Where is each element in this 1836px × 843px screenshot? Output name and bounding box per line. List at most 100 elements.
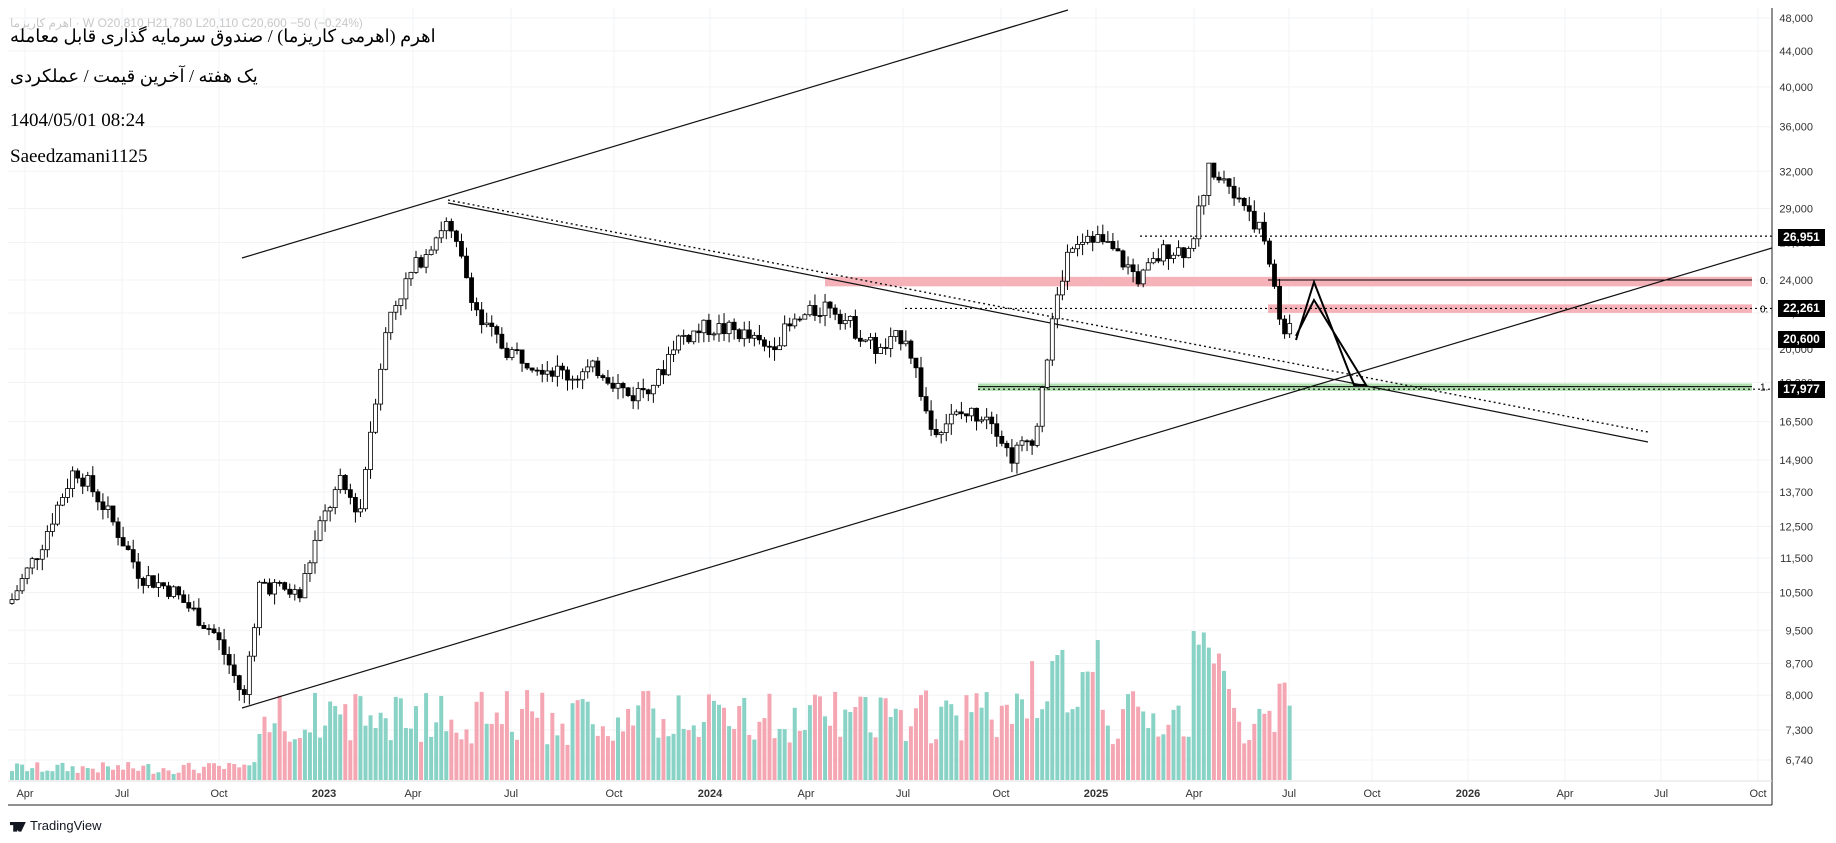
candle-up xyxy=(1221,178,1227,181)
volume-bar xyxy=(934,739,939,780)
candle-up xyxy=(868,337,873,341)
volume-bar xyxy=(1025,718,1030,780)
volume-bar xyxy=(676,695,681,780)
candle-down xyxy=(110,505,116,523)
trend-lines[interactable] xyxy=(241,9,1773,709)
price-label-26951: 26,951 xyxy=(1778,229,1825,246)
volume-bar xyxy=(201,766,206,780)
candle-up xyxy=(701,319,707,334)
volume-bar xyxy=(499,724,504,780)
candle-down xyxy=(514,349,520,352)
volume-bar xyxy=(1181,736,1186,780)
green-zone xyxy=(978,383,1752,391)
x-tick-label: Apr xyxy=(1185,788,1202,800)
candle-up xyxy=(691,330,697,343)
volume-bar xyxy=(65,771,70,780)
candle-up xyxy=(590,360,596,368)
volume-bar xyxy=(378,712,383,780)
volume-bar xyxy=(1151,713,1156,780)
y-tick-label: 24,000 xyxy=(1779,275,1813,287)
candle-down xyxy=(852,315,858,339)
candle-down xyxy=(595,360,601,376)
volume-bar xyxy=(121,769,126,780)
candle-up xyxy=(408,271,414,280)
volume-bar xyxy=(717,704,721,780)
volume-bar xyxy=(247,765,252,780)
volume-bar xyxy=(570,703,575,780)
volume-bar xyxy=(217,765,222,780)
volume-bar xyxy=(30,768,35,780)
volume-bar xyxy=(1166,724,1171,780)
y-tick-label: 12,500 xyxy=(1779,522,1813,534)
candle-down xyxy=(1004,442,1010,449)
volume-bar xyxy=(20,764,25,780)
candle-down xyxy=(640,388,646,391)
candle-up xyxy=(292,589,298,595)
volume-bar xyxy=(1115,738,1120,780)
candle-down xyxy=(974,407,979,422)
volume-bar xyxy=(974,693,979,780)
candle-up xyxy=(39,549,45,560)
volume-bar xyxy=(1009,723,1014,780)
volume-bar xyxy=(181,764,186,780)
candle-up xyxy=(251,627,257,657)
chart-date: 1404/05/01 08:24 xyxy=(10,110,145,131)
chart-subtitle: یک هفته / آخرین قیمت / عملکردی xyxy=(10,66,258,86)
volume-bar xyxy=(1050,661,1055,780)
volume-bar xyxy=(25,771,30,780)
projected-path xyxy=(1295,278,1368,386)
candle-down xyxy=(90,475,96,493)
volume-bar xyxy=(419,741,424,780)
volume-bar xyxy=(590,724,595,780)
candle-up xyxy=(1196,205,1202,240)
volume-bar xyxy=(484,723,489,780)
volume-bar xyxy=(222,769,227,780)
volume-bar xyxy=(1262,713,1267,780)
volume-bar xyxy=(1121,709,1125,780)
x-tick-label: Oct xyxy=(1363,788,1380,800)
tradingview-logo[interactable]: TradingView xyxy=(10,818,102,833)
volume-bar xyxy=(641,691,646,780)
volume-bar xyxy=(631,725,636,780)
volume-bar xyxy=(1070,709,1075,780)
volume-bar xyxy=(333,706,338,780)
candle-up xyxy=(751,334,757,339)
volume-bar xyxy=(666,736,671,780)
volume-bar xyxy=(1126,694,1131,780)
volume-bars xyxy=(10,630,1292,780)
volume-bar xyxy=(969,712,974,780)
candle-up xyxy=(943,423,949,434)
volume-bar xyxy=(863,697,868,780)
volume-bar xyxy=(1146,728,1151,780)
volume-bar xyxy=(1110,744,1115,780)
candle-up xyxy=(1161,244,1166,262)
volume-bar xyxy=(540,692,545,780)
volume-bar xyxy=(691,725,696,780)
volume-bar xyxy=(792,707,797,780)
candle-down xyxy=(176,586,182,596)
candle-down xyxy=(464,255,469,279)
x-tick-label: 2024 xyxy=(698,788,723,800)
candle-down xyxy=(873,337,878,354)
volume-bar xyxy=(661,719,666,780)
volume-bar xyxy=(504,691,509,780)
candle-down xyxy=(832,307,838,315)
volume-bar xyxy=(853,707,858,780)
volume-bar xyxy=(747,734,752,780)
volume-bar xyxy=(323,725,328,780)
y-tick-label: 9,500 xyxy=(1785,625,1813,637)
candle-up xyxy=(1049,318,1055,361)
candle-up xyxy=(383,332,389,370)
candle-up xyxy=(716,323,722,335)
candle-down xyxy=(459,241,464,257)
volume-bar xyxy=(999,705,1004,780)
volume-bar xyxy=(530,711,535,780)
candle-down xyxy=(211,628,217,634)
candle-up xyxy=(358,508,363,513)
volume-bar xyxy=(408,728,413,780)
volume-bar xyxy=(1004,704,1009,780)
upper-channel-line xyxy=(241,9,1069,259)
volume-bar xyxy=(313,692,317,780)
volume-bar xyxy=(681,728,686,780)
